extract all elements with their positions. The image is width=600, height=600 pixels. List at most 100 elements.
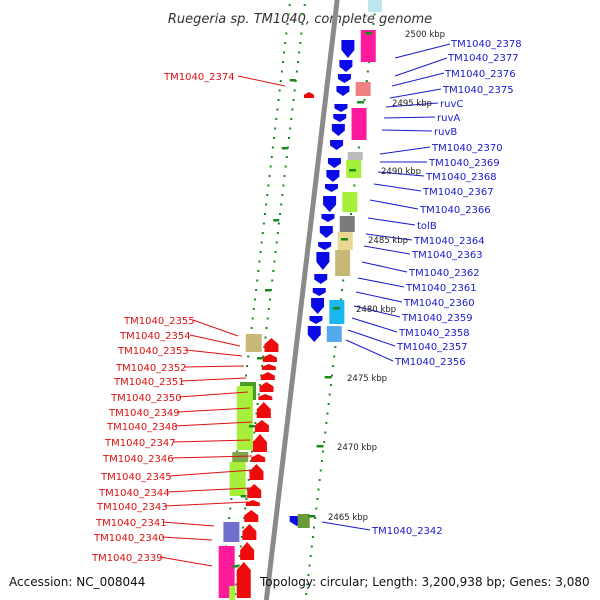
minor-tick (240, 495, 247, 498)
forward-gene-arrow (318, 242, 332, 250)
cog-color-box (337, 232, 353, 250)
gene-label[interactable]: TM1040_2346 (102, 454, 174, 465)
cog-color-box (351, 108, 367, 140)
kbp-tick (357, 101, 365, 104)
gene-label[interactable]: ruvC (440, 99, 463, 110)
reverse-gene-arrow (259, 382, 274, 392)
gene-label[interactable]: TM1040_2342 (371, 526, 443, 537)
forward-gene-arrow (319, 226, 333, 238)
guide-dot (237, 564, 240, 567)
reverse-gene-arrow (244, 510, 259, 522)
guide-dot (298, 51, 301, 54)
gene-label[interactable]: TM1040_2349 (108, 408, 180, 419)
gene-label[interactable]: TM1040_2354 (119, 331, 191, 342)
gene-label[interactable]: TM1040_2359 (401, 313, 473, 324)
gene-label[interactable]: ruvA (437, 113, 460, 124)
gene-label[interactable]: TM1040_2340 (93, 533, 165, 544)
guide-dot (327, 403, 330, 405)
forward-gene-arrow (316, 252, 330, 270)
guide-dot (243, 517, 246, 519)
gene-label[interactable]: TM1040_2369 (428, 158, 500, 169)
gene-label[interactable]: TM1040_2366 (419, 205, 491, 216)
guide-dot (281, 194, 284, 196)
minor-tick (289, 79, 296, 82)
cog-color-box (342, 192, 358, 212)
cog-color-box (347, 152, 363, 160)
guide-dot (271, 279, 274, 282)
reverse-gene-arrow (252, 434, 267, 452)
guide-dot (263, 346, 266, 348)
reverse-gene-arrow (258, 394, 273, 400)
leader-line (170, 455, 253, 459)
gene-label[interactable]: ruvB (434, 127, 457, 138)
gene-label[interactable]: TM1040_2360 (403, 298, 475, 309)
guide-dot (334, 346, 337, 348)
gene-label[interactable]: TM1040_2378 (450, 39, 522, 50)
gene-label[interactable]: TM1040_2374 (163, 72, 235, 83)
gene-label[interactable]: TM1040_2339 (91, 553, 163, 564)
gene-label[interactable]: tolB (417, 221, 437, 232)
guide-dot (258, 260, 261, 263)
gene-label[interactable]: TM1040_2347 (104, 438, 176, 449)
guide-dot (281, 61, 284, 63)
gene-label[interactable]: TM1040_2368 (425, 172, 497, 183)
gene-label[interactable]: TM1040_2352 (115, 363, 187, 374)
leader-line (166, 487, 251, 493)
guide-dot (316, 498, 319, 500)
gene-label[interactable]: TM1040_2370 (431, 143, 503, 154)
guide-dot (274, 127, 277, 130)
gene-label[interactable]: TM1040_2367 (422, 187, 494, 198)
guide-dot (277, 222, 280, 225)
guide-dot (323, 441, 326, 443)
ruler-label: 2465 kbp (328, 513, 368, 523)
guide-dot (284, 42, 287, 44)
guide-dot (286, 23, 289, 25)
guide-dot (267, 308, 270, 310)
gene-label[interactable]: TM1040_2375 (442, 85, 514, 96)
gene-label[interactable]: TM1040_2344 (98, 488, 170, 499)
gene-label[interactable]: TM1040_2348 (106, 422, 178, 433)
gene-label[interactable]: TM1040_2341 (95, 518, 167, 529)
gene-label[interactable]: TM1040_2361 (405, 283, 477, 294)
reverse-gene-arrow (303, 92, 314, 98)
kbp-tick (349, 169, 357, 172)
leader-line (351, 317, 398, 333)
gene-label[interactable]: TM1040_2376 (444, 69, 516, 80)
gene-label[interactable]: TM1040_2343 (96, 502, 168, 513)
guide-dot (269, 165, 272, 168)
guide-dot (264, 336, 267, 339)
forward-gene-arrow (341, 40, 355, 58)
guide-dot (257, 393, 260, 396)
gene-label[interactable]: TM1040_2350 (110, 393, 182, 404)
leader-line (379, 146, 431, 155)
forward-gene-arrow (330, 140, 344, 150)
forward-gene-arrow (323, 196, 337, 212)
guide-dot (324, 431, 327, 434)
gene-label[interactable]: TM1040_2351 (113, 377, 185, 388)
leader-line (361, 261, 408, 273)
gene-label[interactable]: TM1040_2345 (100, 472, 172, 483)
gene-label[interactable]: TM1040_2377 (447, 53, 519, 64)
ruler-label: 2500 kbp (405, 30, 445, 40)
gene-label[interactable]: TM1040_2362 (408, 268, 480, 279)
gene-label[interactable]: TM1040_2358 (398, 328, 470, 339)
forward-gene-arrow (321, 214, 335, 222)
gene-label[interactable]: TM1040_2363 (411, 250, 483, 261)
guide-dot (283, 175, 286, 177)
reverse-gene-arrow (264, 338, 279, 352)
gene-label[interactable]: TM1040_2353 (117, 346, 189, 357)
guide-dot (285, 32, 288, 35)
gene-label[interactable]: TM1040_2364 (413, 236, 485, 247)
gene-label[interactable]: TM1040_2355 (123, 316, 195, 327)
backbone-line (263, 0, 340, 600)
leader-line (189, 334, 241, 347)
leader-line (373, 183, 422, 192)
gene-label[interactable]: TM1040_2357 (396, 342, 468, 353)
guide-dot (259, 251, 262, 253)
guide-dot (308, 564, 311, 567)
leader-line (161, 536, 213, 541)
cog-color-box (245, 334, 262, 352)
genome-backbone (263, 0, 340, 600)
guide-dot (275, 118, 278, 120)
gene-label[interactable]: TM1040_2356 (394, 357, 466, 368)
